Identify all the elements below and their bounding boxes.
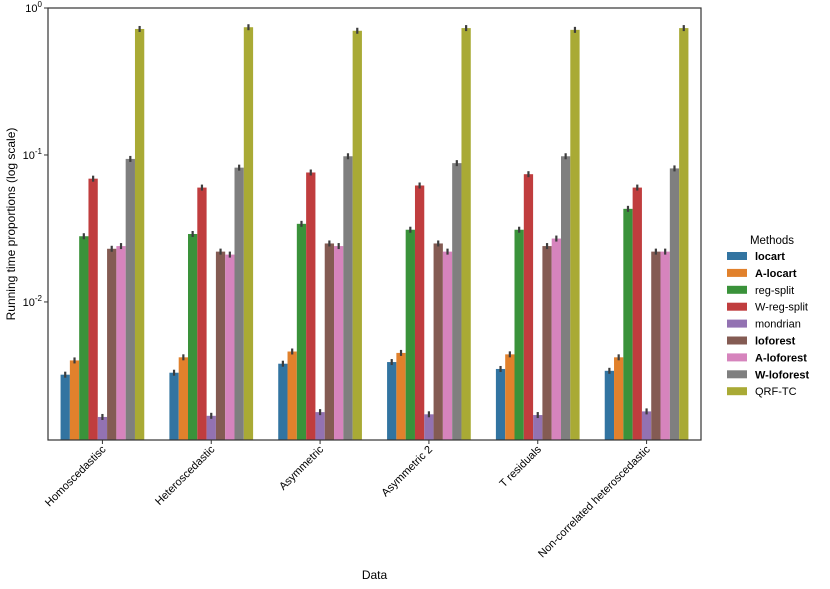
bar-locart-5 [604,370,615,440]
bar-QRF-TC-1 [243,27,254,440]
legend-swatch-W-reg-split [727,302,747,311]
bar-A-loforest-3 [442,251,453,440]
bar-A-locart-3 [396,352,406,440]
legend-swatch-W-loforest [727,370,747,379]
legend-swatch-loforest [727,336,747,345]
legend-swatch-A-locart [727,268,747,277]
legend-label-loforest: loforest [755,336,796,348]
x-tick-label-5: Non-correlated heteroscedastic [536,443,653,560]
y-tick-label-2: 10-2 [23,294,43,309]
x-axis-ticks: Homoscedastisc Heteroscedastic Asymmetric A… [43,440,653,560]
bar-mondrian-0 [97,416,108,440]
bar-W-reg-split-0 [88,178,98,440]
bar-mondrian-2 [315,412,325,440]
legend-swatch-A-loforest [727,353,747,362]
bar-reg-split-0 [79,236,89,440]
legend: Methods locart A-locart reg-split W-reg-spl… [727,235,809,398]
bar-locart-2 [278,363,288,440]
error-bars-layer [64,24,685,420]
bar-A-locart-5 [614,357,624,440]
x-tick-label-1: Heteroscedastic [153,443,218,508]
bar-reg-split-2 [296,223,307,440]
bar-W-reg-split-2 [306,172,316,441]
bar-reg-split-3 [405,229,415,440]
legend-swatch-reg-split [727,285,747,294]
bar-QRF-TC-2 [352,30,362,441]
bar-W-reg-split-4 [523,174,534,440]
bar-locart-3 [387,362,397,440]
legend-swatch-mondrian [727,319,747,328]
bar-A-loforest-0 [116,246,126,440]
legend-label-W-reg-split: W-reg-split [755,302,808,314]
legend-swatch-locart [727,252,747,260]
bar-QRF-TC-4 [570,29,580,441]
bar-QRF-TC-5 [679,28,689,441]
bar-QRF-TC-3 [461,28,471,441]
legend-swatch-QRF-TC [727,387,747,396]
bar-mondrian-4 [533,415,543,440]
bar-A-loforest-2 [334,246,344,440]
x-tick-label-2: Asymmetric [277,443,326,492]
legend-label-QRF-TC: QRF-TC [755,386,797,398]
bar-QRF-TC-0 [134,28,145,440]
plot-frame [47,7,702,441]
legend-title: Methods [750,235,794,247]
bar-W-loforest-3 [452,163,462,440]
legend-label-locart: locart [755,251,785,263]
x-axis-label: Data [362,568,388,582]
bar-loforest-4 [542,246,552,440]
bar-W-reg-split-1 [197,187,207,440]
bar-W-loforest-4 [561,156,571,440]
bar-locart-4 [495,368,506,440]
x-tick-label-3: Asymmetric 2 [379,444,435,500]
bar-A-locart-1 [178,357,188,440]
bar-A-loforest-5 [660,251,670,440]
bar-W-loforest-0 [125,158,135,441]
x-tick-label-4: T residuals [497,443,544,490]
bar-loforest-5 [651,251,661,440]
bar-locart-1 [169,372,179,440]
bar-W-loforest-1 [234,167,244,440]
bar-loforest-3 [433,243,443,440]
bar-reg-split-5 [623,208,633,440]
bar-W-loforest-2 [343,156,353,440]
bar-mondrian-3 [424,414,434,440]
y-axis-label: Running time proportions (log scale) [4,128,18,321]
bar-reg-split-1 [188,233,198,440]
bar-W-reg-split-5 [632,187,642,440]
bar-A-loforest-4 [551,238,561,440]
legend-label-mondrian: mondrian [755,319,801,331]
bars-layer [60,27,689,441]
bar-loforest-1 [215,251,226,440]
bar-W-reg-split-3 [414,185,425,440]
y-axis-ticks: 100 10-1 10-2 [23,0,48,309]
bar-A-locart-4 [505,354,515,440]
bar-loforest-0 [107,248,117,440]
legend-label-A-loforest: A-loforest [755,352,807,364]
y-tick-label-0: 100 [25,0,42,15]
bar-loforest-2 [324,243,335,440]
x-tick-label-0: Homoscedastisc [43,443,109,509]
bar-mondrian-1 [206,415,216,440]
bar-A-locart-0 [69,360,80,440]
legend-label-W-loforest: W-loforest [755,369,809,381]
bar-locart-0 [60,374,70,440]
legend-label-A-locart: A-locart [755,268,797,280]
legend-label-reg-split: reg-split [755,285,794,297]
bar-A-locart-2 [287,351,297,440]
y-tick-label-1: 10-1 [23,147,43,162]
bar-A-loforest-1 [225,254,235,440]
bar-reg-split-4 [514,229,524,440]
bar-W-loforest-5 [669,168,680,441]
bar-mondrian-5 [641,411,652,440]
